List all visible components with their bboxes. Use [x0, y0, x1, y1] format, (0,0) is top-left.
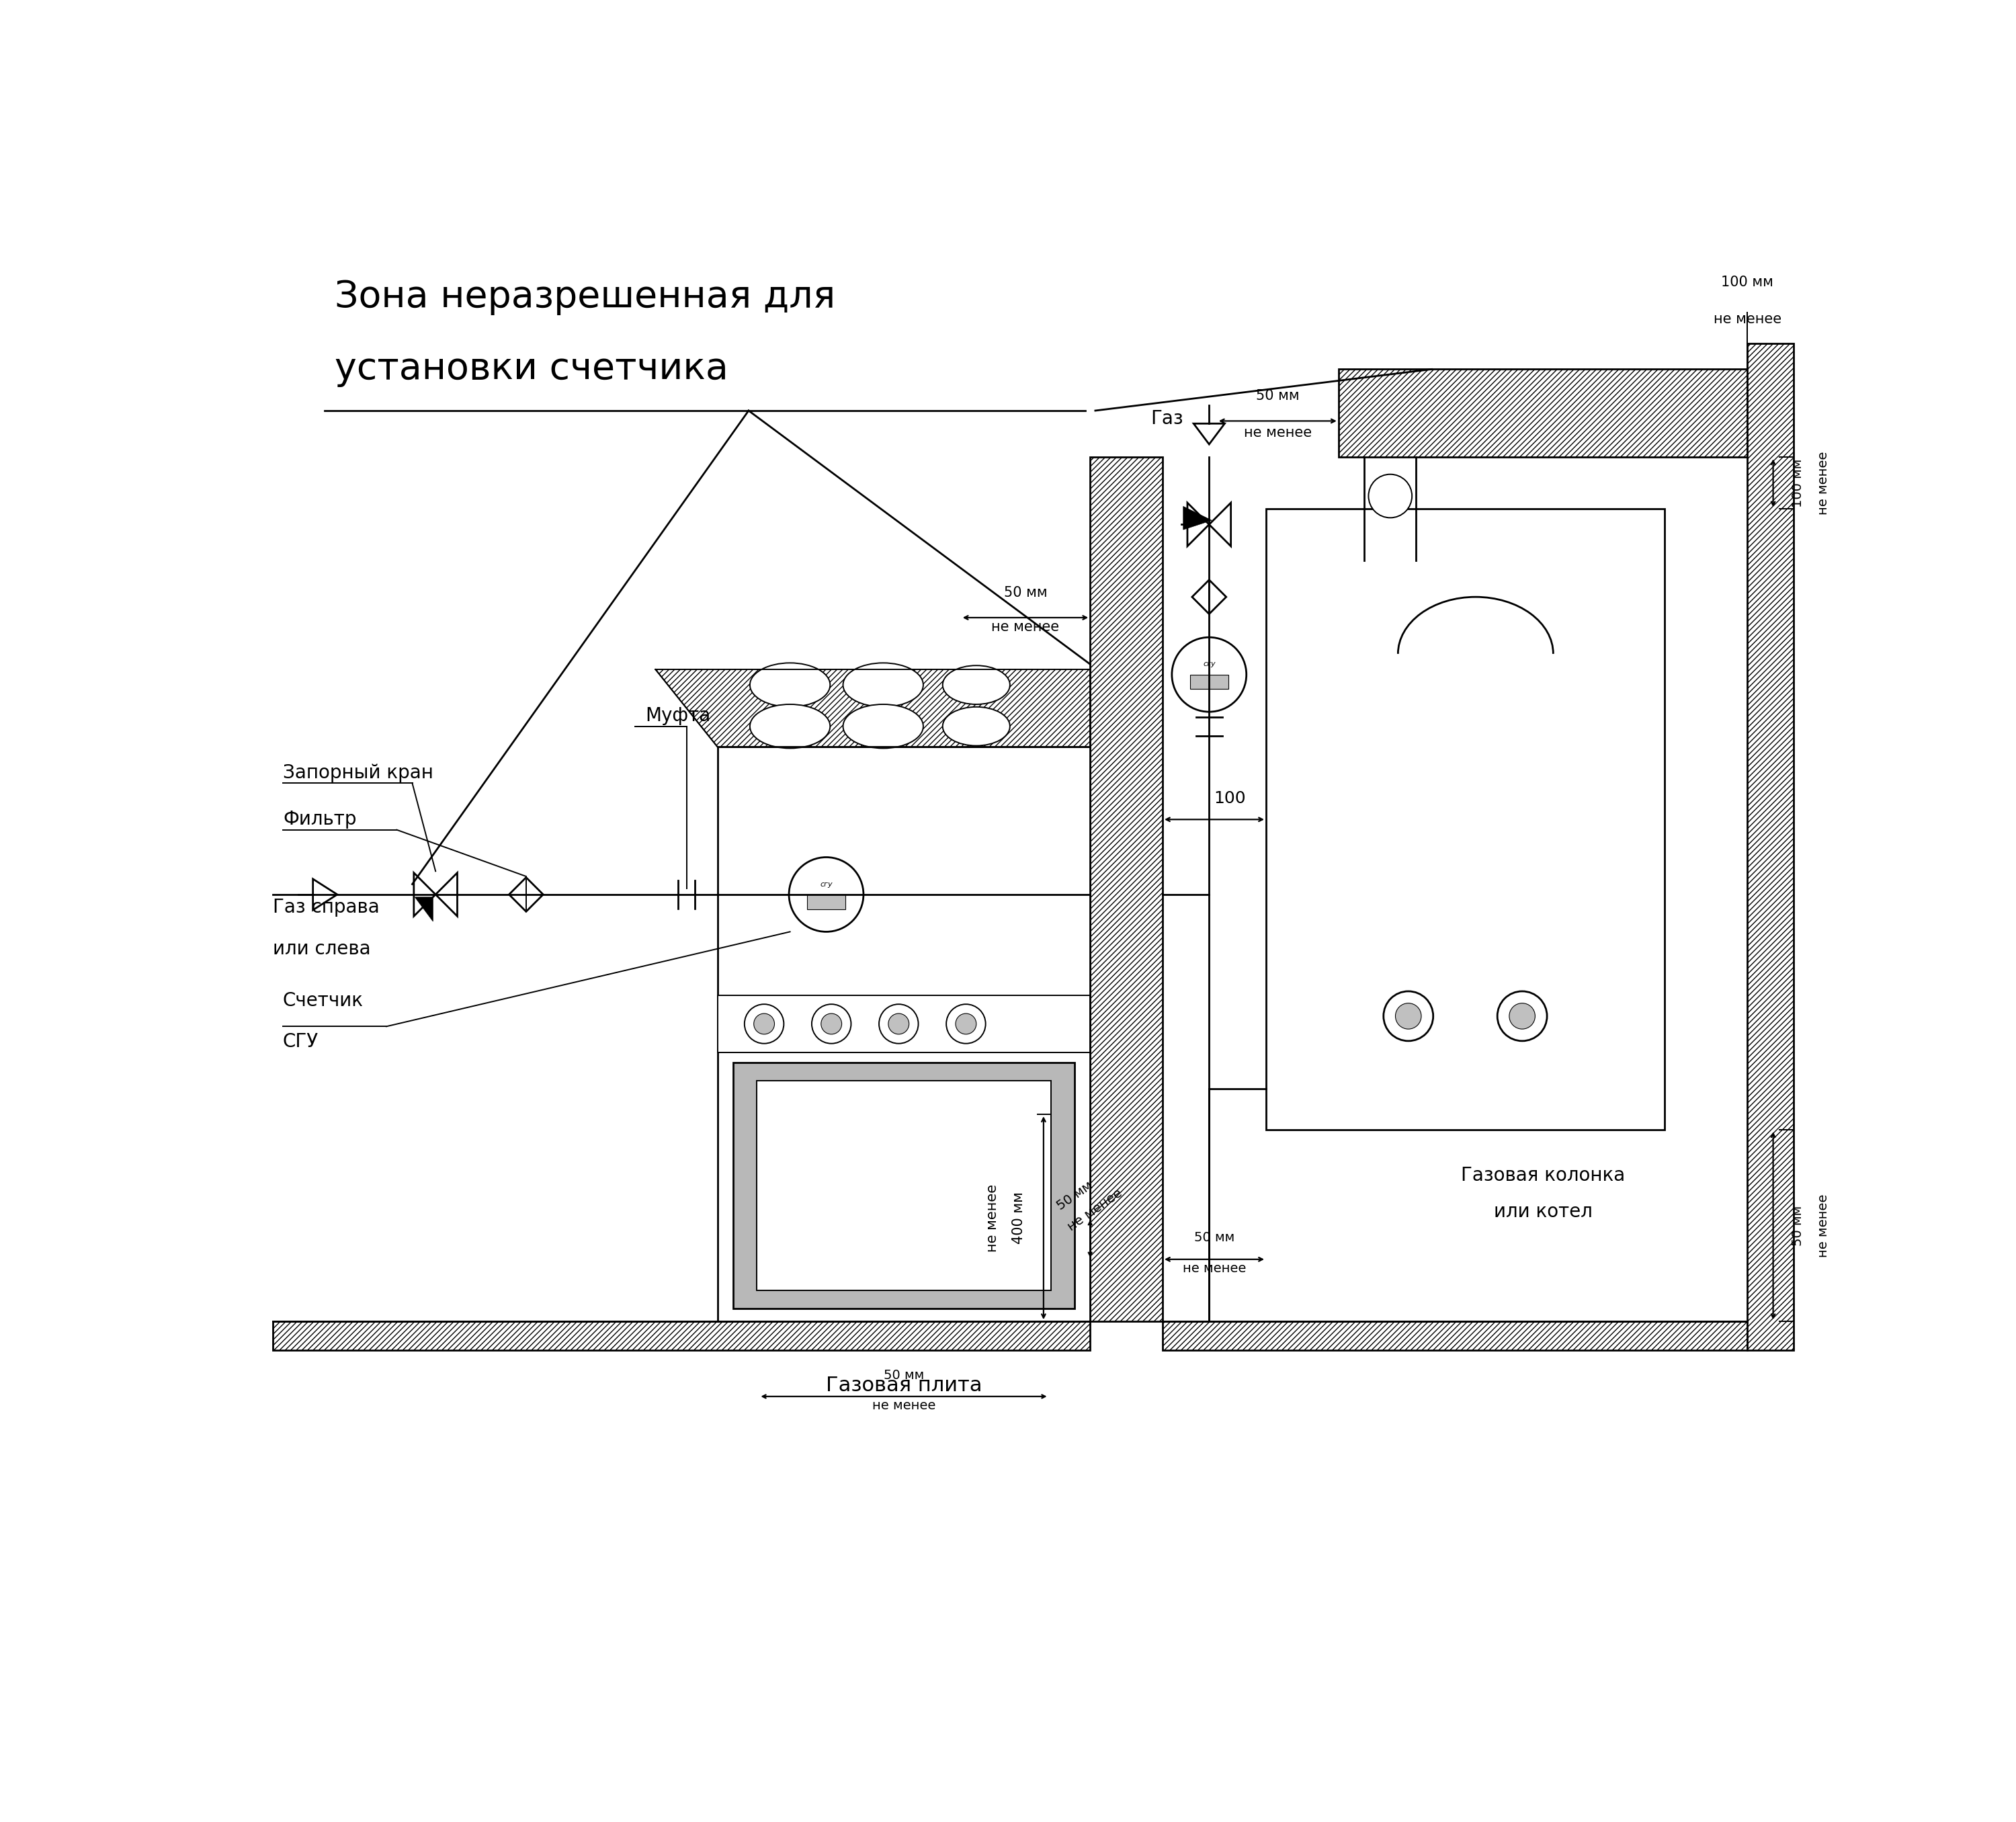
- Polygon shape: [1191, 579, 1226, 614]
- Circle shape: [744, 1004, 784, 1044]
- Bar: [756, 1080, 1050, 1290]
- Text: не менее: не менее: [1066, 1186, 1125, 1233]
- Text: 100 мм: 100 мм: [1792, 459, 1804, 507]
- Bar: [1748, 343, 1794, 1350]
- Circle shape: [821, 1013, 843, 1035]
- Text: не менее: не менее: [986, 1184, 1000, 1252]
- Text: Газ справа: Газ справа: [272, 898, 379, 916]
- Circle shape: [754, 1013, 774, 1035]
- Circle shape: [1498, 991, 1546, 1040]
- Bar: [718, 995, 1091, 1053]
- Bar: [718, 747, 1091, 1321]
- Circle shape: [1171, 638, 1246, 712]
- Bar: [1189, 674, 1228, 689]
- Polygon shape: [1183, 507, 1212, 530]
- Polygon shape: [508, 878, 542, 911]
- Text: Газ: Газ: [1151, 408, 1183, 428]
- Polygon shape: [655, 669, 1091, 747]
- Text: не менее: не менее: [992, 619, 1060, 634]
- Circle shape: [812, 1004, 851, 1044]
- Text: Газовая колонка: Газовая колонка: [1462, 1166, 1625, 1184]
- Bar: [734, 1062, 1075, 1308]
- Circle shape: [1383, 991, 1433, 1040]
- Circle shape: [1510, 1004, 1534, 1029]
- Circle shape: [1395, 1004, 1421, 1029]
- Circle shape: [879, 1004, 919, 1044]
- Polygon shape: [1187, 503, 1210, 547]
- Text: не менее: не менее: [1816, 1193, 1831, 1257]
- Text: Газовая плита: Газовая плита: [827, 1376, 982, 1396]
- Bar: [272, 1321, 1091, 1350]
- Text: не менее: не менее: [1714, 312, 1782, 326]
- Text: 50 мм: 50 мм: [883, 1368, 923, 1381]
- Text: не менее: не менее: [1244, 426, 1312, 439]
- Bar: [1091, 457, 1163, 1321]
- Text: сгу: сгу: [1204, 661, 1216, 667]
- Text: Запорный кран: Запорный кран: [282, 763, 433, 782]
- Text: Счетчик: Счетчик: [282, 991, 363, 1009]
- Ellipse shape: [943, 707, 1010, 745]
- Text: 50 мм: 50 мм: [1792, 1206, 1804, 1246]
- Polygon shape: [312, 878, 337, 909]
- Text: или котел: или котел: [1494, 1203, 1593, 1221]
- Text: СГУ: СГУ: [282, 1033, 319, 1051]
- Text: не менее: не менее: [1816, 452, 1831, 516]
- Text: сгу: сгу: [821, 880, 833, 887]
- Ellipse shape: [843, 705, 923, 749]
- Bar: [1266, 508, 1665, 1130]
- Text: не менее: не менее: [873, 1399, 935, 1412]
- Bar: [806, 895, 845, 909]
- Text: 50 мм: 50 мм: [1193, 1232, 1234, 1244]
- Text: или слева: или слева: [272, 940, 371, 958]
- Ellipse shape: [750, 705, 831, 749]
- Bar: [1163, 1321, 1748, 1350]
- Bar: [1339, 370, 1748, 457]
- Text: 50 мм: 50 мм: [1054, 1179, 1095, 1213]
- Polygon shape: [1210, 503, 1232, 547]
- Circle shape: [956, 1013, 976, 1035]
- Polygon shape: [435, 873, 458, 916]
- Circle shape: [889, 1013, 909, 1035]
- Text: Зона неразрешенная для: Зона неразрешенная для: [335, 279, 835, 315]
- Circle shape: [946, 1004, 986, 1044]
- Text: 100: 100: [1214, 791, 1246, 807]
- Text: установки счетчика: установки счетчика: [335, 352, 728, 388]
- Ellipse shape: [943, 665, 1010, 705]
- Text: 50 мм: 50 мм: [1256, 390, 1300, 403]
- Text: 100 мм: 100 мм: [1722, 275, 1774, 290]
- Polygon shape: [413, 873, 435, 916]
- Text: Муфта: Муфта: [645, 707, 710, 725]
- Circle shape: [1369, 474, 1411, 517]
- Ellipse shape: [750, 663, 831, 707]
- Text: 50 мм: 50 мм: [1004, 587, 1046, 599]
- Circle shape: [788, 856, 863, 931]
- Ellipse shape: [843, 663, 923, 707]
- Text: Фильтр: Фильтр: [282, 811, 357, 829]
- Text: не менее: не менее: [1183, 1263, 1246, 1275]
- Polygon shape: [1193, 423, 1224, 445]
- Polygon shape: [415, 896, 433, 922]
- Text: 400 мм: 400 мм: [1012, 1192, 1026, 1244]
